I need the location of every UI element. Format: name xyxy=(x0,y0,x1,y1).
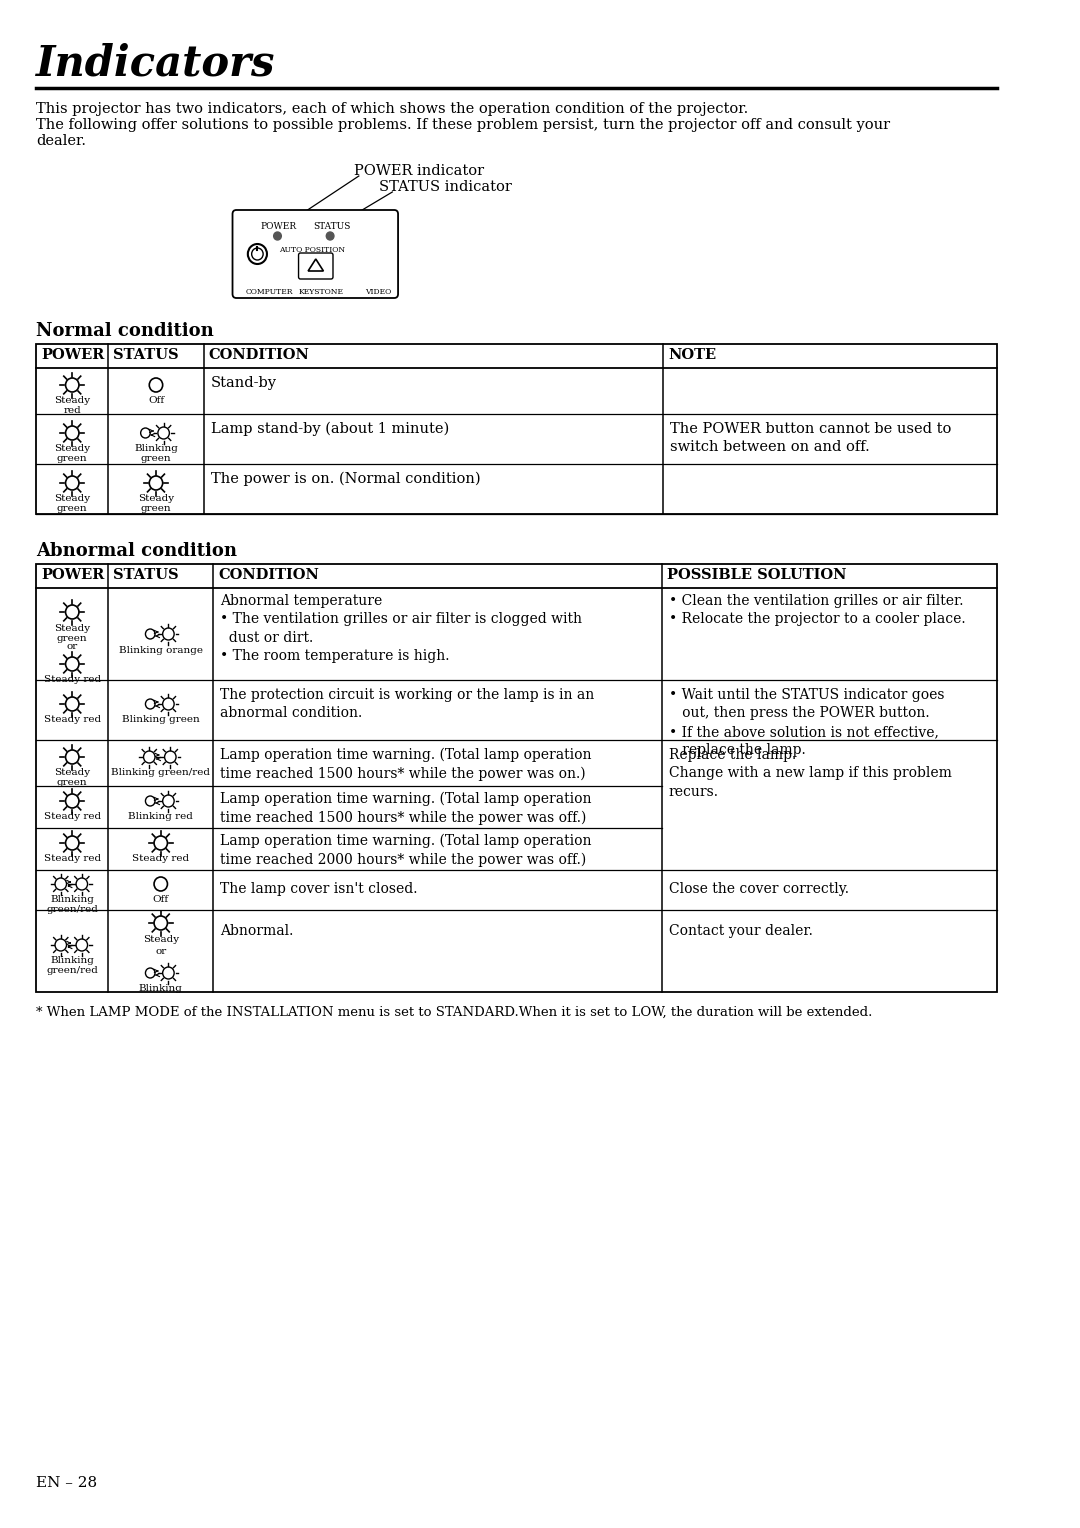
Text: POSSIBLE SOLUTION: POSSIBLE SOLUTION xyxy=(667,568,847,582)
Text: Indicators: Indicators xyxy=(37,41,275,84)
Text: NOTE: NOTE xyxy=(667,348,716,362)
Text: Steady: Steady xyxy=(143,935,179,944)
Text: Off: Off xyxy=(152,895,168,905)
Text: Steady red: Steady red xyxy=(43,715,100,724)
Text: Contact your dealer.: Contact your dealer. xyxy=(669,924,813,938)
Text: AUTO POSITION: AUTO POSITION xyxy=(280,246,346,254)
Circle shape xyxy=(326,232,334,240)
Text: Abnormal temperature
• The ventilation grilles or air filter is clogged with
  d: Abnormal temperature • The ventilation g… xyxy=(220,594,582,663)
Text: CONDITION: CONDITION xyxy=(208,348,310,362)
Text: Blinking
green/red: Blinking green/red xyxy=(46,957,98,975)
Text: Lamp operation time warning. (Total lamp operation
time reached 1500 hours* whil: Lamp operation time warning. (Total lamp… xyxy=(220,749,592,781)
Text: or: or xyxy=(156,947,166,957)
Text: Steady
green: Steady green xyxy=(54,494,91,513)
Text: Steady
green: Steady green xyxy=(54,623,91,643)
Text: STATUS: STATUS xyxy=(313,222,350,231)
Text: COMPUTER: COMPUTER xyxy=(246,287,294,296)
Text: Steady red: Steady red xyxy=(43,675,100,685)
Text: EN – 28: EN – 28 xyxy=(37,1476,97,1490)
Text: POWER: POWER xyxy=(41,348,105,362)
Text: STATUS indicator: STATUS indicator xyxy=(379,180,512,194)
Text: dealer.: dealer. xyxy=(37,134,86,148)
Text: VIDEO: VIDEO xyxy=(365,287,392,296)
Text: Off: Off xyxy=(148,396,164,405)
Text: Abnormal condition: Abnormal condition xyxy=(37,542,238,559)
Text: Blinking: Blinking xyxy=(139,984,183,993)
Text: POWER: POWER xyxy=(260,222,296,231)
Text: Blinking
green: Blinking green xyxy=(134,445,178,463)
Text: CONDITION: CONDITION xyxy=(218,568,319,582)
Text: Lamp stand-by (about 1 minute): Lamp stand-by (about 1 minute) xyxy=(211,422,449,437)
Text: Blinking red: Blinking red xyxy=(129,811,193,821)
Text: or: or xyxy=(67,642,78,651)
Text: Blinking
green/red: Blinking green/red xyxy=(46,895,98,914)
Text: KEYSTONE: KEYSTONE xyxy=(298,287,343,296)
Text: Lamp operation time warning. (Total lamp operation
time reached 2000 hours* whil: Lamp operation time warning. (Total lamp… xyxy=(220,834,592,868)
Text: Stand-by: Stand-by xyxy=(211,376,276,390)
Text: Steady red: Steady red xyxy=(43,811,100,821)
Text: Steady
green: Steady green xyxy=(138,494,174,513)
Text: STATUS: STATUS xyxy=(113,348,178,362)
Text: Blinking green: Blinking green xyxy=(122,715,200,724)
Text: Abnormal.: Abnormal. xyxy=(220,924,294,938)
Text: Steady red: Steady red xyxy=(43,854,100,863)
Text: Replace the lamp.
Change with a new lamp if this problem
recurs.: Replace the lamp. Change with a new lamp… xyxy=(669,749,951,799)
Text: Normal condition: Normal condition xyxy=(37,322,214,341)
Text: This projector has two indicators, each of which shows the operation condition o: This projector has two indicators, each … xyxy=(37,102,748,116)
Text: • Wait until the STATUS indicator goes
   out, then press the POWER button.
• If: • Wait until the STATUS indicator goes o… xyxy=(669,688,944,758)
Text: Steady red: Steady red xyxy=(132,854,189,863)
Text: STATUS: STATUS xyxy=(113,568,178,582)
Bar xyxy=(37,344,997,513)
Text: Blinking orange: Blinking orange xyxy=(119,646,203,656)
Text: The following offer solutions to possible problems. If these problem persist, tu: The following offer solutions to possibl… xyxy=(37,118,891,131)
Text: POWER indicator: POWER indicator xyxy=(354,163,484,177)
Circle shape xyxy=(273,232,281,240)
Text: The lamp cover isn't closed.: The lamp cover isn't closed. xyxy=(220,882,418,895)
Text: The POWER button cannot be used to
switch between on and off.: The POWER button cannot be used to switc… xyxy=(670,422,951,454)
Text: Blinking green/red: Blinking green/red xyxy=(111,769,211,778)
FancyBboxPatch shape xyxy=(298,254,333,280)
Bar xyxy=(37,564,997,992)
Text: Close the cover correctly.: Close the cover correctly. xyxy=(669,882,849,895)
Text: POWER: POWER xyxy=(41,568,105,582)
Text: Steady
green: Steady green xyxy=(54,769,91,787)
Text: The power is on. (Normal condition): The power is on. (Normal condition) xyxy=(211,472,481,486)
Text: The protection circuit is working or the lamp is in an
abnormal condition.: The protection circuit is working or the… xyxy=(220,688,594,720)
Text: • Clean the ventilation grilles or air filter.
• Relocate the projector to a coo: • Clean the ventilation grilles or air f… xyxy=(669,594,966,626)
Text: * When LAMP MODE of the INSTALLATION menu is set to STANDARD.When it is set to L: * When LAMP MODE of the INSTALLATION men… xyxy=(37,1005,873,1019)
Text: Steady
red: Steady red xyxy=(54,396,91,416)
Text: Steady
green: Steady green xyxy=(54,445,91,463)
FancyBboxPatch shape xyxy=(232,209,399,298)
Text: Lamp operation time warning. (Total lamp operation
time reached 1500 hours* whil: Lamp operation time warning. (Total lamp… xyxy=(220,792,592,825)
